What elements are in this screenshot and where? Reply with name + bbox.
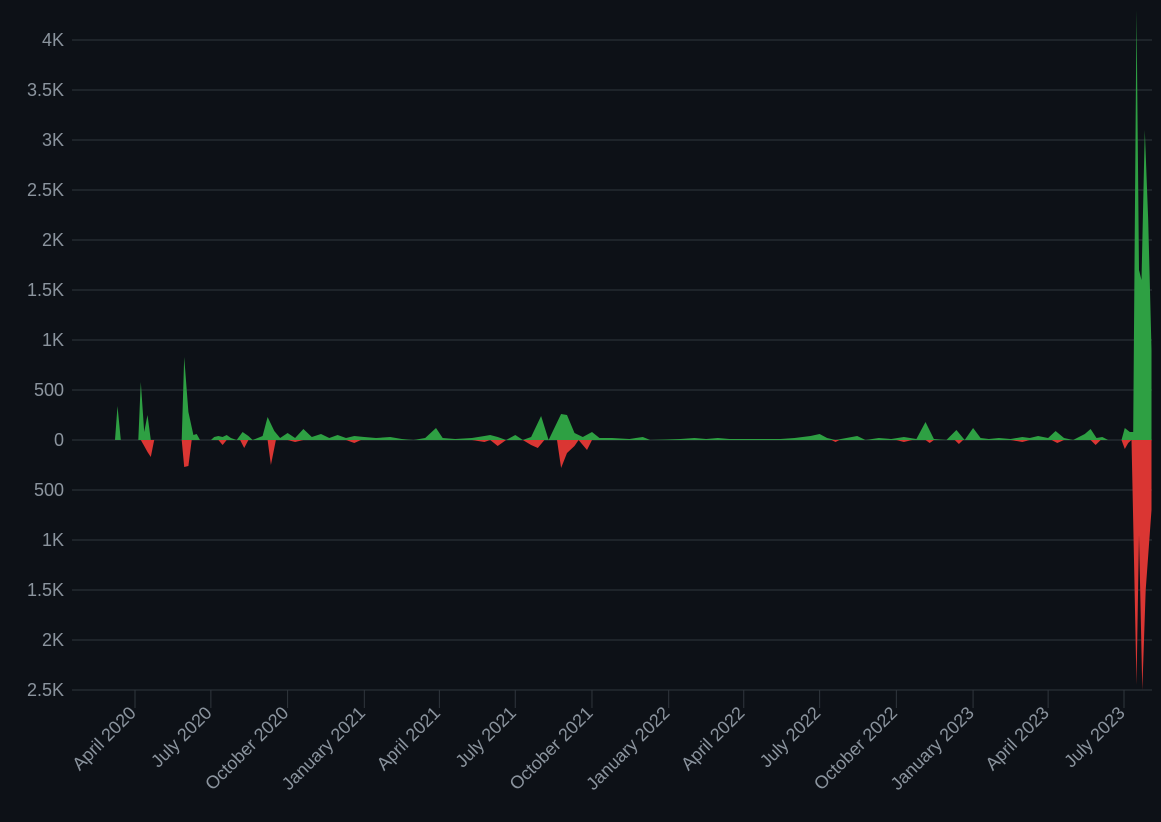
- y-tick-label: 4K: [42, 30, 64, 50]
- y-tick-label: 3K: [42, 130, 64, 150]
- y-axis: 4K 3.5K 3K 2.5K 2K 1.5K 1K 500 0 500 1K 1.5K 2K 2.5K: [27, 30, 64, 700]
- y-tick-label: 500: [34, 380, 64, 400]
- x-tick-label: April 2023: [981, 703, 1052, 774]
- x-tick-label: July 2021: [451, 703, 520, 772]
- y-tick-label: 1.5K: [27, 580, 64, 600]
- y-tick-label: 1K: [42, 330, 64, 350]
- y-tick-label: 3.5K: [27, 80, 64, 100]
- grid-lines: [72, 39, 1152, 691]
- y-tick-label: 500: [34, 480, 64, 500]
- y-tick-label: 0: [54, 430, 64, 450]
- y-tick-label: 2.5K: [27, 180, 64, 200]
- y-tick-label: 2.5K: [27, 680, 64, 700]
- x-tick-label: April 2021: [373, 703, 444, 774]
- series-area-negative: [140, 440, 1152, 690]
- y-tick-label: 1K: [42, 530, 64, 550]
- x-tick-label: July 2023: [1060, 703, 1129, 772]
- x-tick-label: April 2022: [677, 703, 748, 774]
- x-tick-label: July 2020: [147, 703, 216, 772]
- y-tick-label: 2K: [42, 630, 64, 650]
- x-tick-label: April 2020: [68, 703, 139, 774]
- x-tick-label: July 2022: [756, 703, 825, 772]
- plot-area: [115, 10, 1152, 690]
- y-tick-label: 1.5K: [27, 280, 64, 300]
- series-area-positive: [115, 10, 1152, 440]
- y-tick-label: 2K: [42, 230, 64, 250]
